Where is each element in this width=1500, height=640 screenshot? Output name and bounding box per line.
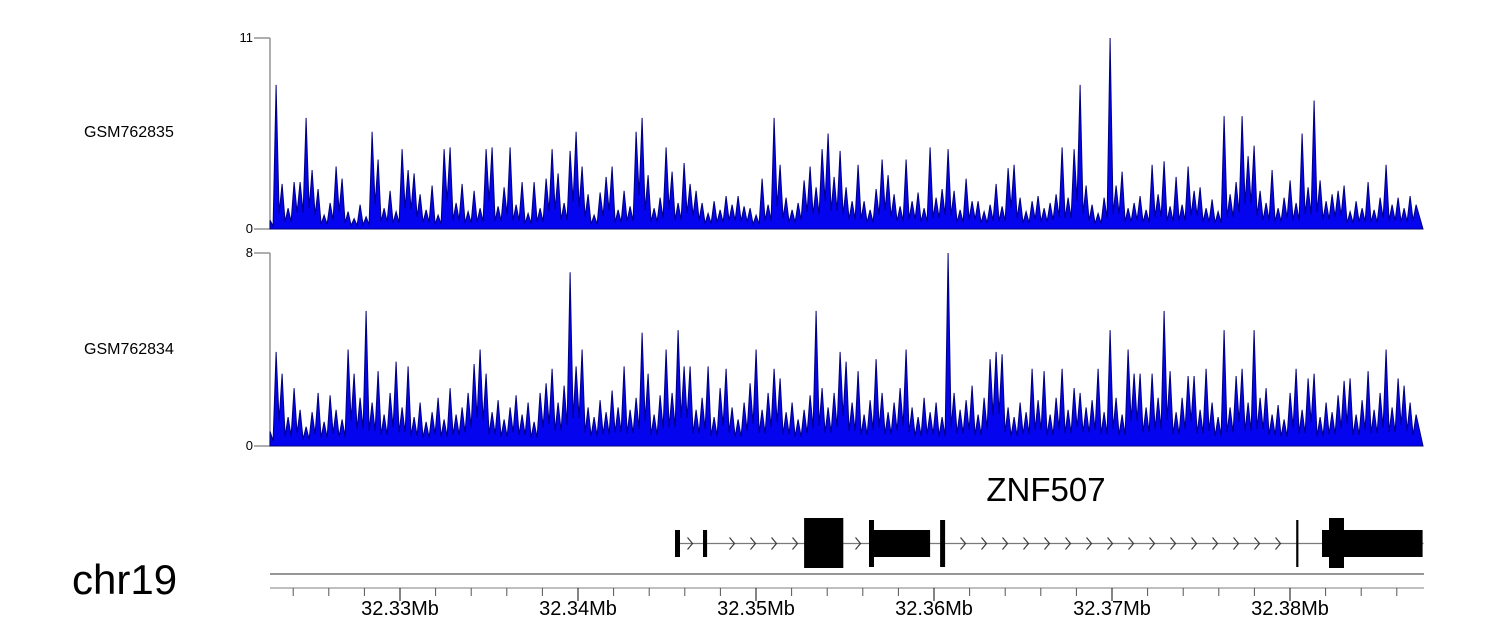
gene-exon [1296,520,1299,567]
gene-exon [1329,518,1344,568]
strand-arrow-icon [855,537,862,550]
strand-arrow-icon [1149,537,1156,550]
track1-ymax-label: 11 [239,30,254,45]
strand-arrow-icon [729,537,736,550]
strand-arrow-icon [981,537,988,550]
track-label-gsm762835: GSM762835 [84,124,174,141]
track1-ymin-label: 0 [245,221,253,236]
strand-arrow-icon [687,537,694,550]
gene-exon [869,520,874,567]
track2-ymax-label: 8 [245,245,253,260]
strand-arrow-icon [1191,537,1198,550]
strand-arrow-icon [1233,537,1240,550]
gene-exon [940,520,946,567]
strand-arrow-icon [1002,537,1009,550]
axis-tick-label: 32.34Mb [539,598,617,620]
gene-exon [874,530,931,557]
gene-exon [703,530,708,557]
strand-arrow-icon [750,537,757,550]
axis-tick-label: 32.37Mb [1073,598,1151,620]
signal-area-gsm762835 [269,37,1424,230]
strand-arrow-icon [1044,537,1051,550]
strand-arrow-icon [1275,537,1282,550]
gene-exon [675,530,680,557]
track2-ymin-label: 0 [245,438,253,453]
gene-exon [804,518,844,568]
axis-tick-label: 32.35Mb [717,598,795,620]
axis-tick-label: 32.36Mb [895,598,973,620]
axis-tick-label: 32.38Mb [1251,598,1329,620]
strand-arrow-icon [1212,537,1219,550]
strand-arrow-icon [1128,537,1135,550]
strand-arrow-icon [792,537,799,550]
strand-arrow-icon [1023,537,1030,550]
track-label-gsm762834: GSM762834 [84,341,174,358]
strand-arrow-icon [1107,537,1114,550]
strand-arrow-icon [960,537,967,550]
signal-area-gsm762834 [269,252,1424,447]
strand-arrow-icon [1086,537,1093,550]
strand-arrow-icon [1170,537,1177,550]
chromosome-label: chr19 [72,556,178,603]
strand-arrow-icon [1254,537,1261,550]
strand-arrow-icon [771,537,778,550]
strand-arrow-icon [1065,537,1072,550]
gene-name-label: ZNF507 [986,471,1106,508]
axis-tick-label: 32.33Mb [361,598,439,620]
